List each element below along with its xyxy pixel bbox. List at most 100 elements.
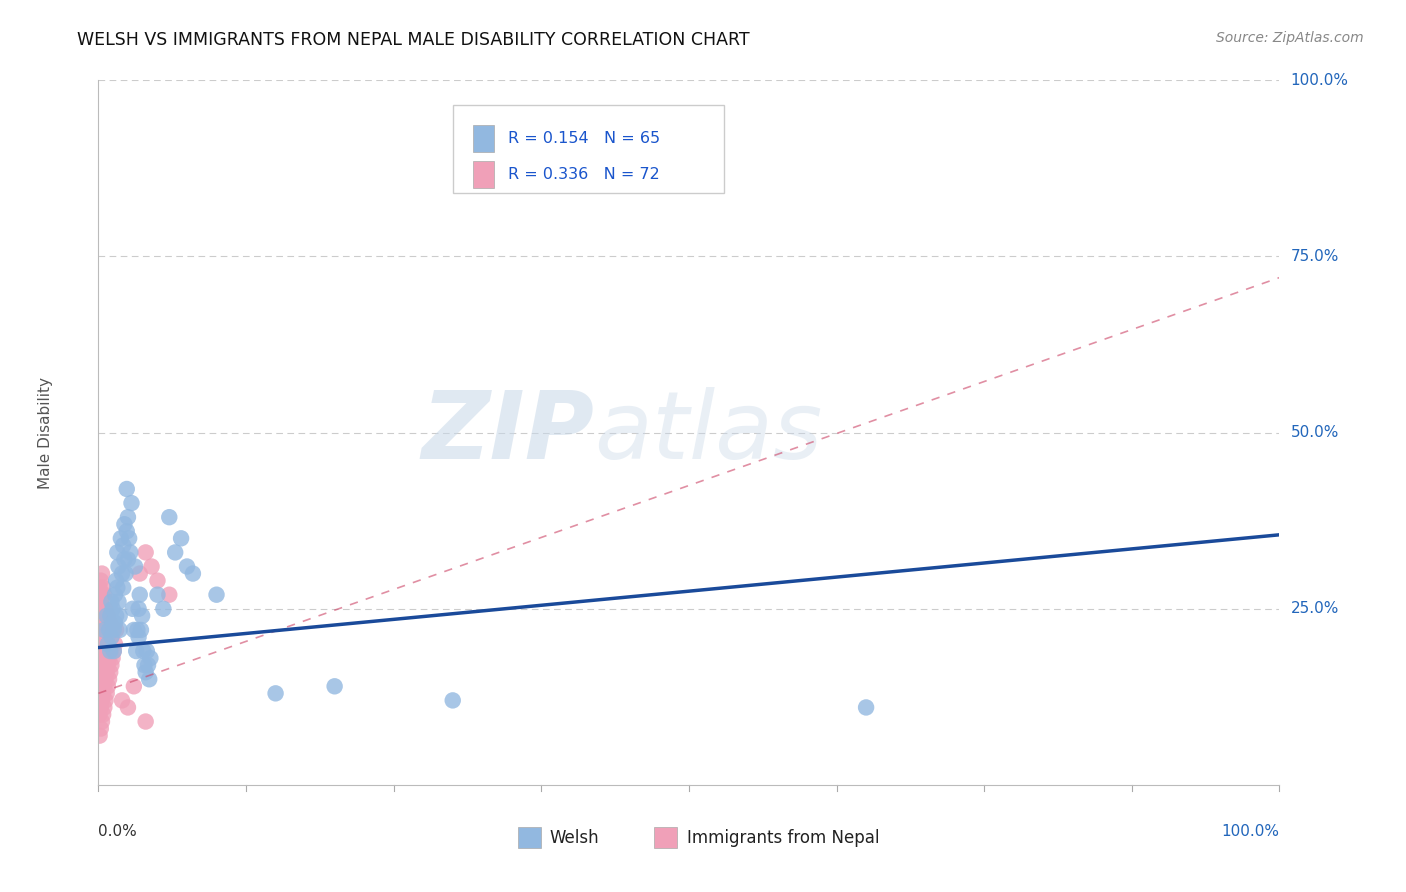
Text: 100.0%: 100.0% [1291,73,1348,87]
Point [136,658,159,673]
Point [91,665,114,680]
Text: 25.0%: 25.0% [1291,601,1339,616]
Point [138,673,160,687]
Point [125,644,148,658]
Point [98,644,121,658]
Point [105,608,128,623]
Point [91,623,114,637]
Text: 50.0%: 50.0% [1291,425,1339,440]
Point [118,532,141,546]
Point [93,623,115,637]
Point [111,693,134,707]
Point [100,658,122,673]
Point [91,644,114,658]
Point [111,566,134,581]
Point [89,686,111,700]
Text: atlas: atlas [595,387,823,478]
Point [165,545,187,559]
Point [103,644,125,658]
Point [112,581,135,595]
Point [101,601,124,615]
Point [91,673,114,687]
Point [98,615,121,630]
Point [117,552,139,566]
Point [96,615,118,630]
Point [101,651,124,665]
Point [108,608,131,623]
Point [96,608,118,623]
Point [110,532,132,546]
Point [97,658,120,673]
Point [91,566,114,581]
Point [98,651,121,665]
Point [98,644,121,658]
Point [323,679,346,693]
Point [107,559,129,574]
Bar [472,161,494,188]
Point [107,595,129,609]
Bar [654,827,678,848]
Point [93,615,115,630]
Point [117,510,139,524]
Text: R = 0.154   N = 65: R = 0.154 N = 65 [508,131,661,146]
Point [93,588,115,602]
Point [128,601,150,615]
Point [104,588,127,602]
Bar [517,827,541,848]
Text: Welsh: Welsh [550,829,599,847]
Point [105,581,128,595]
Point [91,608,114,623]
Point [97,637,120,651]
Point [90,595,112,609]
Point [91,651,114,665]
Point [94,651,117,665]
Point [101,623,124,637]
Point [141,559,163,574]
Point [132,644,155,658]
Text: R = 0.336   N = 72: R = 0.336 N = 72 [508,168,659,183]
Point [112,517,135,532]
Point [122,679,145,693]
Point [124,559,146,574]
Point [94,693,117,707]
Point [100,630,122,644]
Text: 0.0%: 0.0% [98,824,138,838]
Point [105,623,128,637]
Point [115,524,138,539]
Point [121,496,143,510]
Text: Male Disability: Male Disability [38,376,53,489]
Text: Immigrants from Nepal: Immigrants from Nepal [686,829,879,847]
Point [127,623,149,637]
Point [98,665,121,680]
Point [205,588,228,602]
Point [93,637,115,651]
Point [103,623,125,637]
FancyBboxPatch shape [453,105,724,193]
Point [128,588,150,602]
Point [855,700,877,714]
Point [89,601,111,615]
Point [96,644,118,658]
Point [135,665,157,680]
Point [135,545,157,559]
Point [105,545,128,559]
Point [89,707,111,722]
Text: 100.0%: 100.0% [1222,824,1279,838]
Point [152,601,174,615]
Text: 75.0%: 75.0% [1291,249,1339,264]
Point [181,566,204,581]
Point [97,630,120,644]
Point [103,644,125,658]
Point [96,686,118,700]
Point [170,532,193,546]
Point [441,693,464,707]
Point [135,714,157,729]
Point [112,538,135,552]
Point [98,608,121,623]
Bar [472,125,494,152]
Point [90,700,112,714]
Point [90,722,112,736]
Point [97,679,120,693]
Point [91,714,114,729]
Point [90,574,112,588]
